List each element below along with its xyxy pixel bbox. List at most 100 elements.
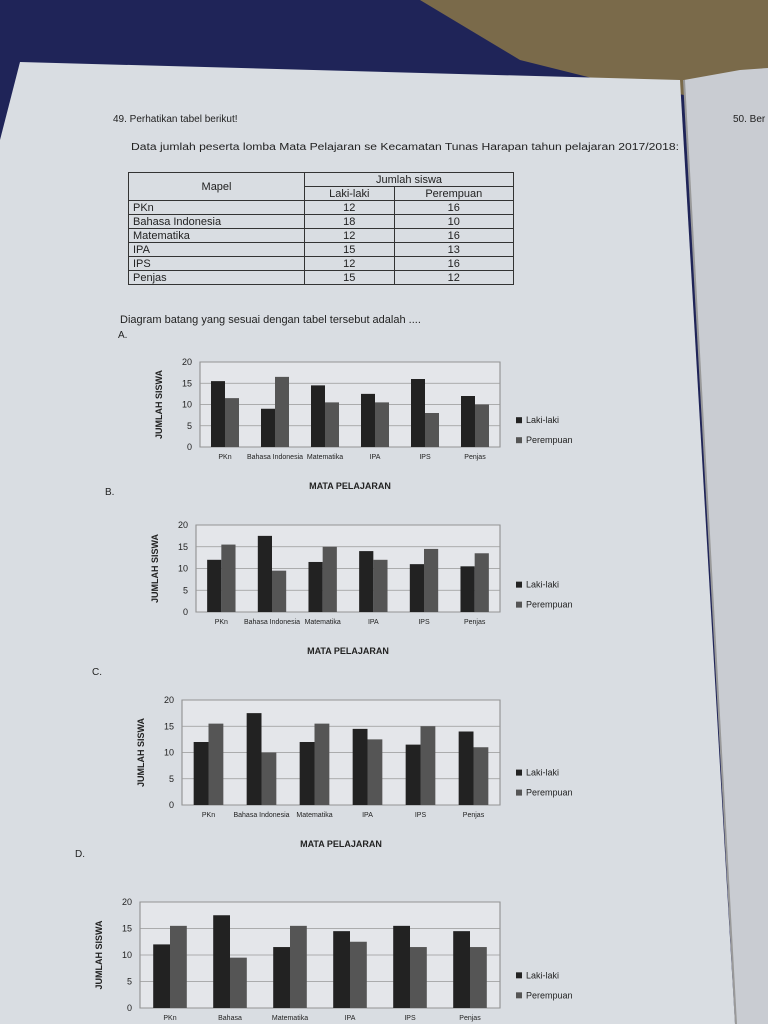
legend-label: Perempuan — [526, 435, 573, 445]
bar — [213, 915, 230, 1008]
bar — [261, 752, 277, 805]
table-head: Mapel — [127, 172, 306, 201]
question-intro: Data jumlah peserta lomba Mata Pelajaran… — [131, 142, 679, 153]
bar — [290, 925, 307, 1008]
x-tick-label: Matematika — [305, 619, 341, 626]
y-tick-label: 0 — [187, 442, 192, 452]
legend-swatch — [516, 789, 522, 796]
bar — [246, 713, 262, 805]
bar — [299, 742, 315, 805]
bar — [308, 561, 323, 612]
legend-label: Perempuan — [526, 788, 573, 798]
x-tick-label: Bahasa Indonesia — [233, 812, 289, 819]
bar — [273, 947, 290, 1008]
x-tick-label: Bahasa — [218, 1015, 242, 1022]
y-tick-label: 10 — [122, 950, 132, 960]
bar — [473, 747, 489, 805]
legend-label: Laki-laki — [526, 768, 559, 778]
legend-label: Laki-laki — [526, 970, 559, 980]
y-tick-label: 15 — [182, 378, 192, 388]
x-tick-label: Matematika — [307, 454, 343, 461]
y-tick-label: 10 — [164, 748, 174, 758]
table-row: Penjas 15 12 — [127, 270, 515, 285]
table-cell: Bahasa Indonesia — [127, 214, 306, 229]
x-tick-label: Bahasa Indonesia — [247, 454, 303, 461]
bar — [230, 957, 247, 1008]
y-tick-label: 15 — [122, 924, 132, 934]
table-cell: 10 — [393, 214, 515, 229]
y-tick-label: 15 — [164, 721, 174, 731]
bar — [410, 947, 427, 1008]
legend-swatch — [516, 769, 522, 776]
x-tick-label: Matematika — [296, 812, 332, 819]
y-tick-label: 0 — [127, 1003, 132, 1013]
bar — [322, 546, 337, 612]
y-tick-label: 5 — [183, 585, 188, 595]
bar — [350, 941, 367, 1008]
bar — [193, 742, 209, 805]
table-cell: 12 — [304, 256, 395, 271]
bar — [409, 564, 424, 612]
table-cell: 12 — [393, 270, 515, 285]
legend-swatch — [516, 437, 522, 444]
bar — [225, 398, 239, 447]
bar — [373, 559, 388, 612]
legend-label: Perempuan — [526, 600, 573, 610]
bar — [170, 925, 187, 1008]
x-tick-label: PKn — [218, 454, 231, 461]
x-tick-label: PKn — [202, 812, 215, 819]
x-axis-label: MATA PELAJARAN — [300, 839, 382, 849]
table-cell: 18 — [304, 214, 395, 229]
option-label: D. — [75, 849, 85, 860]
option-label: B. — [105, 487, 114, 498]
table-cell: 16 — [393, 228, 515, 243]
x-axis-label: MATA PELAJARAN — [307, 646, 389, 656]
data-table: Mapel Jumlah siswa Laki-laki Perempuan PKn… — [127, 172, 515, 285]
bar — [261, 408, 275, 447]
bar — [420, 726, 436, 805]
table-cell: 15 — [304, 242, 395, 257]
bar — [361, 393, 375, 447]
bar — [257, 535, 272, 612]
x-tick-label: Penjas — [464, 454, 486, 461]
y-tick-label: 5 — [127, 977, 132, 987]
table-row: IPA 15 13 — [127, 242, 515, 257]
y-tick-label: 20 — [122, 897, 132, 907]
bar — [393, 925, 410, 1008]
bar — [405, 744, 421, 805]
y-tick-label: 5 — [169, 774, 174, 784]
table-cell: 16 — [393, 200, 515, 215]
bar — [275, 376, 289, 447]
y-tick-label: 15 — [178, 542, 188, 552]
bar — [461, 396, 475, 447]
y-axis-label: JUMLAH SISWA — [150, 534, 160, 604]
legend-swatch — [516, 992, 522, 999]
x-tick-label: IPS — [415, 812, 427, 819]
table-row: PKn 12 16 — [127, 200, 515, 215]
y-axis-label: JUMLAH SISWA — [94, 920, 104, 990]
table-subhead: Laki-laki — [304, 186, 395, 201]
table-cell: PKn — [127, 200, 306, 215]
y-tick-label: 20 — [178, 520, 188, 530]
bar — [208, 723, 224, 805]
y-tick-label: 20 — [182, 357, 192, 367]
bar — [325, 402, 339, 447]
bar — [375, 402, 389, 447]
x-tick-label: Penjas — [463, 812, 485, 819]
table-cell: 15 — [304, 270, 395, 285]
x-tick-label: IPS — [404, 1015, 416, 1022]
bar — [460, 566, 475, 612]
bar — [458, 731, 474, 805]
option-label: A. — [118, 330, 127, 341]
bar — [311, 385, 325, 447]
legend-swatch — [516, 581, 522, 588]
bar — [470, 947, 487, 1008]
x-tick-label: Matematika — [272, 1015, 308, 1022]
legend-label: Laki-laki — [526, 415, 559, 425]
y-tick-label: 20 — [164, 695, 174, 705]
background-cloth — [420, 0, 768, 110]
y-axis-label: JUMLAH SISWA — [136, 718, 146, 788]
x-tick-label: PKn — [163, 1015, 176, 1022]
